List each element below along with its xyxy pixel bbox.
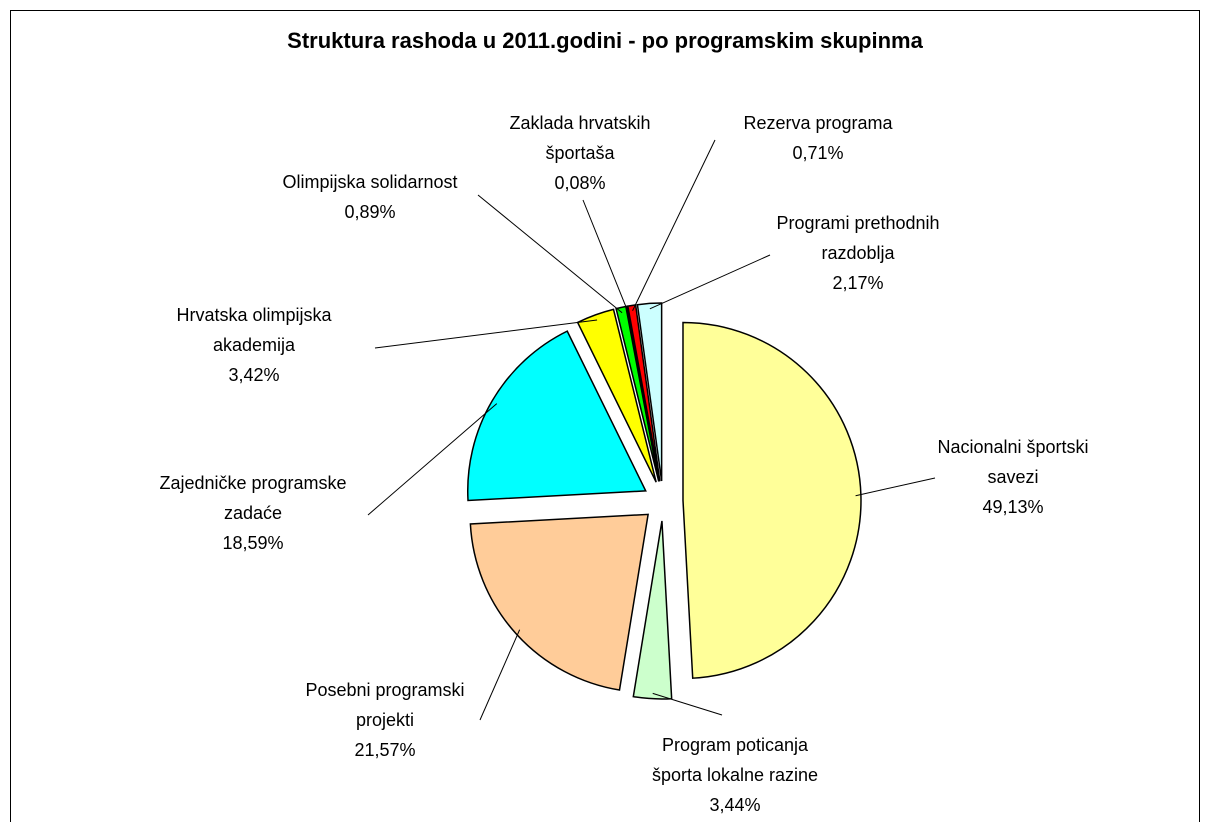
slice-value: 0,08% [554,173,606,193]
slice-value: 3,42% [228,365,280,385]
pie-slice [682,321,862,679]
slice-label: Posebni programski projekti [305,680,465,730]
slice-value: 2,17% [832,273,884,293]
pie-slice [632,520,673,700]
leader-line [652,692,723,716]
chart-title: Struktura rashoda u 2011.godini - po pro… [287,28,923,53]
slice-value: 0,89% [344,202,396,222]
leader-line [582,199,629,312]
slice-value: 3,44% [709,795,761,815]
slice-value: 18,59% [222,533,284,553]
slice-value: 0,71% [792,143,844,163]
slice-label: Hrvatska olimpijska akademija [176,305,332,355]
leader-line [367,403,498,516]
slice-label: Zaklada hrvatskih športaša [509,113,651,163]
slice-value: 21,57% [354,740,416,760]
leader-line [477,194,623,314]
slice-label: Program poticanja športa lokalne razine [651,735,819,785]
leader-line [855,477,936,497]
frame [10,10,1200,822]
slice-label: Nacionalni športski savezi [937,437,1089,487]
slice-label: Rezerva programa [743,113,893,133]
slice-label: Olimpijska solidarnost [282,172,458,192]
leader-line [374,319,598,349]
leader-line [632,139,716,311]
leader-line [649,254,771,310]
pie-slice [469,513,650,691]
leader-line [479,629,521,721]
slice-label: Zajedničke programske zadaće [159,473,347,523]
pie-slice [466,330,647,502]
slice-value: 49,13% [982,497,1044,517]
slice-label: Programi prethodnih razdoblja [776,213,940,263]
